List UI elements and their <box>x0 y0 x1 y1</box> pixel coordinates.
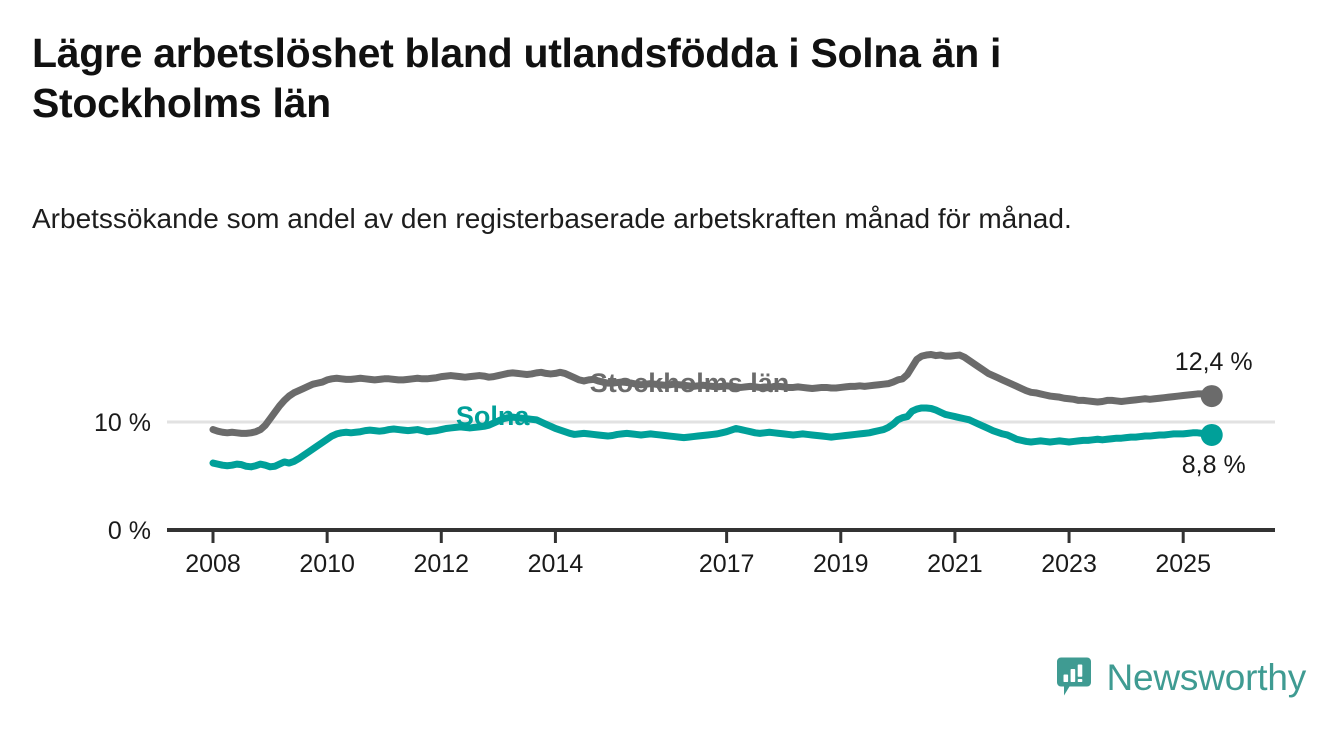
chart-container: 0 % 10 % 2008 2010 2012 2014 2017 2019 2021 2023… <box>0 320 1340 590</box>
x-tick-label: 2008 <box>185 550 241 578</box>
x-tick-label: 2010 <box>299 550 355 578</box>
series-lines <box>209 351 1216 471</box>
page-title: Lägre arbetslöshet bland utlandsfödda i … <box>32 30 1002 126</box>
y-axis-tick-labels: 0 % 10 % <box>94 409 151 545</box>
y-tick-label: 10 % <box>94 409 151 437</box>
line-chart: 0 % 10 % 2008 2010 2012 2014 2017 2019 2021 2023… <box>94 348 1275 578</box>
series-end-dot <box>1200 423 1223 446</box>
end-value-labels: 12,4 % 8,8 % <box>1175 348 1253 479</box>
x-tick-label: 2019 <box>813 550 869 578</box>
footer-branding: Newsworthy <box>1053 656 1307 698</box>
x-tick-label: 2021 <box>927 550 983 578</box>
series-end-dot <box>1200 385 1223 408</box>
chart-subtitle: Arbetssökande som andel av den registerb… <box>32 203 1072 234</box>
series-label: Solna <box>456 401 530 431</box>
x-tick-label: 2012 <box>413 550 469 578</box>
x-tick-label: 2017 <box>699 550 755 578</box>
end-value-label: 12,4 % <box>1175 348 1253 376</box>
x-axis-tick-labels: 2008 2010 2012 2014 2017 2019 2021 2023 2025 <box>185 550 1211 578</box>
x-tick-label: 2025 <box>1155 550 1211 578</box>
series-label: Stockholms län <box>590 368 790 398</box>
end-value-label: 8,8 % <box>1182 451 1246 479</box>
x-tick-marks <box>211 530 1185 543</box>
brand-name: Newsworthy <box>1106 656 1307 698</box>
series-line <box>209 404 1216 471</box>
end-point-markers <box>1200 385 1223 446</box>
y-tick-label: 0 % <box>108 517 151 545</box>
series-line <box>209 351 1216 437</box>
x-tick-label: 2014 <box>528 550 584 578</box>
x-tick-label: 2023 <box>1041 550 1097 578</box>
bar-chart-speech-bubble-icon <box>1056 657 1091 696</box>
series-inline-labels: Stockholms län Solna <box>456 368 789 431</box>
